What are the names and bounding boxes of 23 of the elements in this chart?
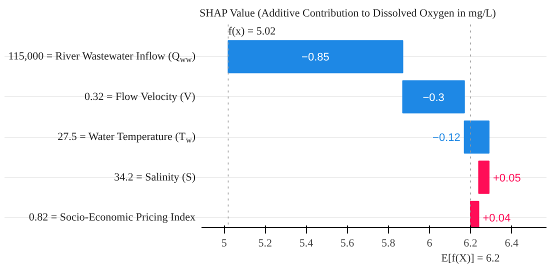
x-tick-label: 5.6 (340, 238, 355, 250)
bar (228, 40, 404, 74)
y-tick-label: 0.32 = Flow Velocity (V) (84, 90, 196, 103)
y-tick-label: 0.82 = Socio-Economic Pricing Index (28, 211, 196, 224)
x-tick-label: 5.8 (382, 238, 396, 250)
x-tick-label: 6.2 (464, 238, 478, 250)
x-tick-label: 6.4 (504, 238, 519, 250)
data-label: +0.05 (493, 172, 521, 184)
bar (478, 160, 490, 194)
ref-line-label: f(x) = 5.02 (228, 26, 276, 38)
data-label: −0.3 (422, 92, 444, 104)
x-tick-label: 5.2 (258, 238, 272, 250)
data-label: −0.12 (432, 132, 460, 144)
ref-line-label: E[f(X)] = 6.2 (441, 252, 500, 264)
x-tick-label: 6 (426, 238, 433, 250)
x-tick-label: 5.4 (299, 238, 314, 250)
bar (464, 120, 490, 154)
data-label: +0.04 (482, 212, 511, 224)
x-tick-label: 5 (221, 238, 228, 250)
data-label: −0.85 (302, 52, 330, 64)
y-tick-label: 34.2 = Salinity (S) (114, 171, 196, 184)
bar (402, 80, 465, 114)
chart-title: SHAP Value (Additive Contribution to Dissolved Oxygen in mg/L) (200, 8, 496, 20)
